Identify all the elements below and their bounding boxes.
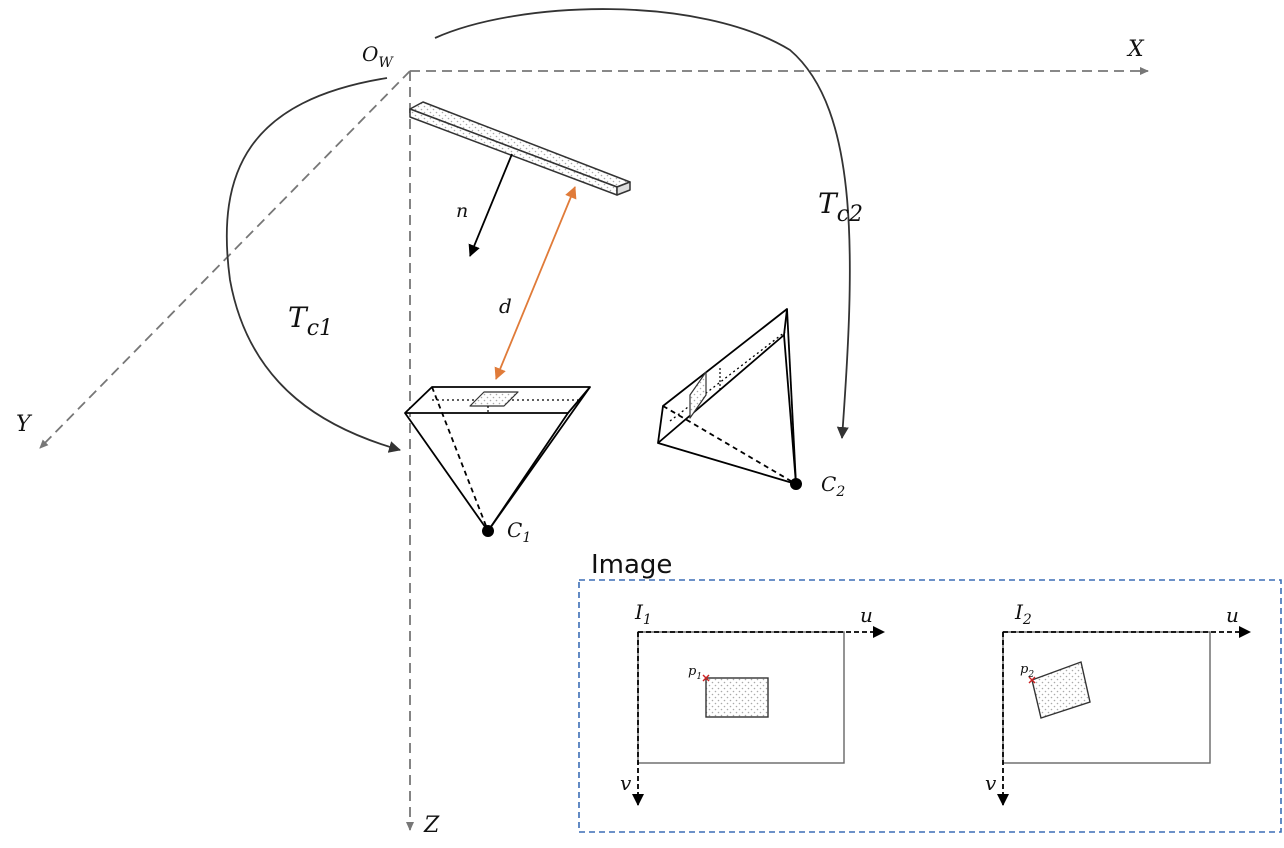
image-1-u-label: u xyxy=(860,603,873,627)
x-axis-label: X xyxy=(1126,37,1145,62)
y-axis-label: Y xyxy=(16,412,33,437)
y-axis xyxy=(39,70,411,449)
plane-front-face xyxy=(409,108,618,196)
camera-1-label: C1 xyxy=(507,518,531,546)
camera-2-face xyxy=(657,308,788,444)
image-panel-title: Image xyxy=(591,550,672,580)
world-origin-label: OW xyxy=(362,42,394,71)
camera-2-center xyxy=(790,478,802,490)
image-2-point-marker xyxy=(1028,676,1036,684)
image-2-label: I2 xyxy=(1014,600,1032,628)
normal-vector xyxy=(468,153,513,257)
plane-top-face xyxy=(409,101,631,188)
image-1-point-label: p1 xyxy=(688,664,702,682)
transform-arc-c2 xyxy=(434,8,851,439)
z-axis-label: Z xyxy=(423,813,440,838)
transform-label-c1: Tc1 xyxy=(288,301,333,341)
image-2-u-label: u xyxy=(1226,603,1239,627)
camera-1 xyxy=(404,386,591,532)
camera-2-label: C2 xyxy=(821,472,845,500)
image-1-point-marker xyxy=(702,674,710,682)
normal-label: n xyxy=(456,200,468,222)
image-2-frame xyxy=(1002,631,1211,764)
image-1-projection xyxy=(705,677,769,718)
image-2 xyxy=(997,626,1251,806)
distance-label: d xyxy=(499,294,512,318)
distance-arrow xyxy=(494,186,577,380)
image-2-v-label: v xyxy=(985,771,997,795)
camera-2 xyxy=(657,308,797,485)
transform-arc-c1 xyxy=(225,77,401,453)
image-panel-frame xyxy=(578,579,1282,833)
image-1-label: I1 xyxy=(634,600,652,628)
camera-1-center xyxy=(482,525,494,537)
image-2-projection xyxy=(1031,661,1091,719)
transform-label-c2: Tc2 xyxy=(818,187,863,227)
plane xyxy=(409,101,631,196)
plane-end-face xyxy=(616,181,631,196)
world-axes xyxy=(39,67,1149,831)
image-1 xyxy=(632,626,885,806)
image-2-point-label: p2 xyxy=(1020,662,1034,680)
camera-2-patch xyxy=(689,371,707,419)
image-1-v-label: v xyxy=(620,771,632,795)
camera-1-patch xyxy=(469,391,519,407)
